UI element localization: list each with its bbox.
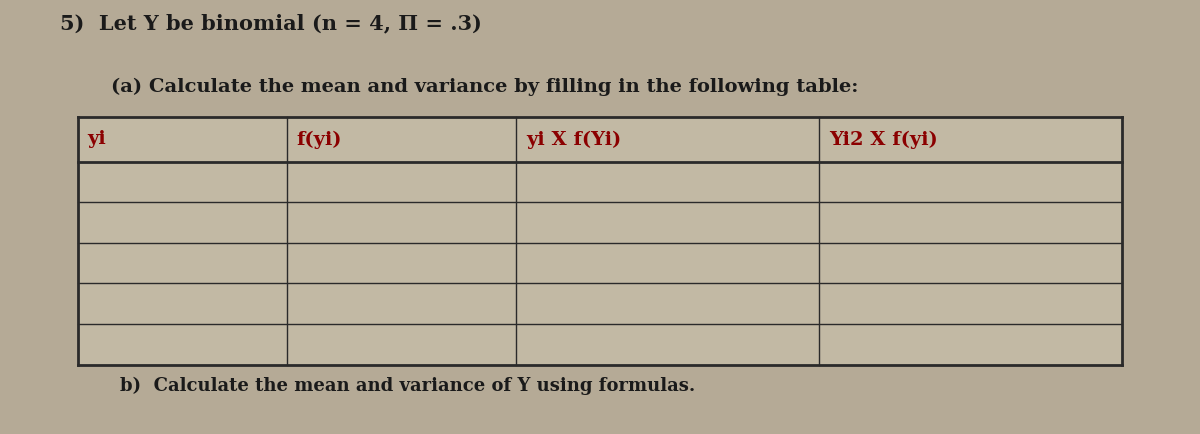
Text: b)  Calculate the mean and variance of Y using formulas.: b) Calculate the mean and variance of Y … <box>120 377 695 395</box>
Text: f(yi): f(yi) <box>296 130 342 148</box>
Text: yi X f(Yi): yi X f(Yi) <box>526 130 622 148</box>
Text: yi: yi <box>88 131 107 148</box>
Bar <box>78 117 1122 365</box>
Text: 5)  Let Y be binomial (n = 4, Π = .3): 5) Let Y be binomial (n = 4, Π = .3) <box>60 13 482 33</box>
Text: Yi2 X f(yi): Yi2 X f(yi) <box>829 130 937 148</box>
Text: (a) Calculate the mean and variance by filling in the following table:: (a) Calculate the mean and variance by f… <box>84 78 858 96</box>
